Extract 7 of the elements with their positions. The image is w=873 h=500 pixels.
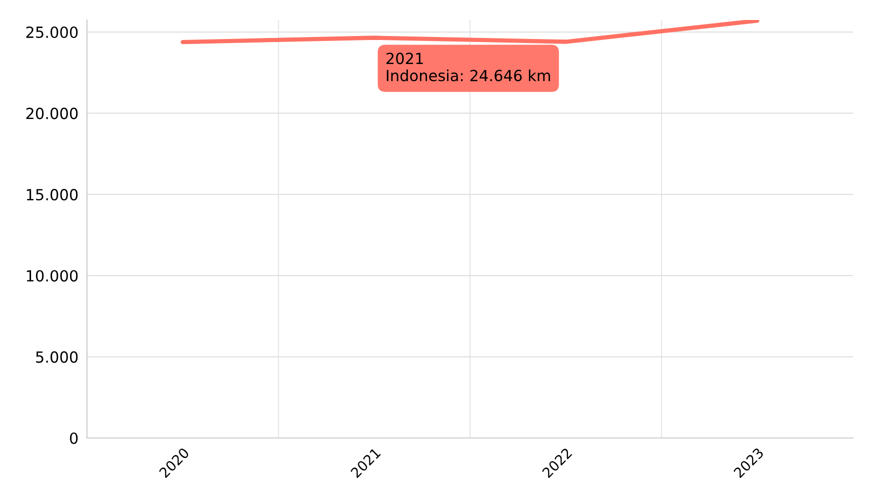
annotation: 2021 Indonesia: 24.646 km: [386, 52, 550, 82]
y-tick-label: 20.000: [26, 108, 78, 120]
y-tick-label: 0: [70, 432, 78, 444]
y-tick-label: 15.000: [26, 188, 78, 200]
y-tick-label: 5.000: [36, 351, 78, 363]
y-tick-label: 10.000: [26, 270, 78, 282]
y-tick-label: 25.000: [26, 26, 78, 38]
